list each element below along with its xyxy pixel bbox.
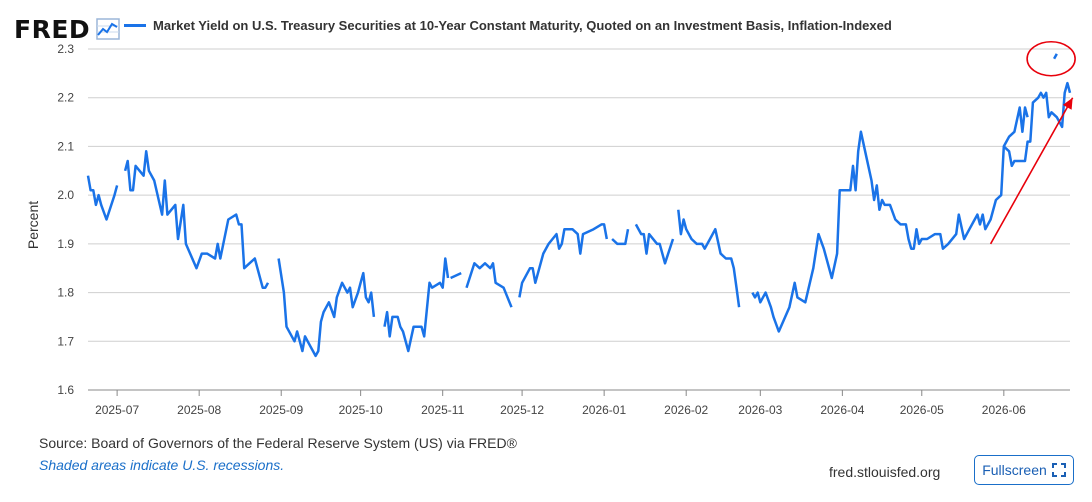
series-line-segment[interactable] xyxy=(86,175,119,221)
x-tick-label: 2026-01 xyxy=(582,403,626,417)
annotations xyxy=(989,40,1076,245)
series-line-segment[interactable] xyxy=(634,223,675,265)
x-axis-ticks: 2025-07 2025-08 2025-09 2025-10 2025-11 2025-… xyxy=(95,390,1026,417)
annotation-arrow xyxy=(989,97,1074,245)
y-tick-label: 1.8 xyxy=(57,286,74,300)
legend-series-label: Market Yield on U.S. Treasury Securities… xyxy=(153,18,892,33)
y-tick-label: 2.2 xyxy=(57,91,74,105)
annotation-arrowhead xyxy=(1062,97,1073,110)
line-chart-icon xyxy=(96,18,120,40)
x-tick-label: 2026-05 xyxy=(900,403,944,417)
x-tick-label: 2026-03 xyxy=(738,403,782,417)
x-tick-label: 2025-09 xyxy=(259,403,303,417)
series-line-segment[interactable] xyxy=(518,223,609,298)
y-axis-ticks: 1.6 1.7 1.8 1.9 2.0 2.1 2.2 2.3 xyxy=(57,42,74,397)
series-line-segment[interactable] xyxy=(383,257,450,353)
series-line-segment[interactable] xyxy=(611,228,630,246)
legend-swatch xyxy=(124,24,146,27)
series-lines xyxy=(86,53,1072,358)
grid-lines xyxy=(88,48,1070,391)
series-line-segment[interactable] xyxy=(1002,81,1072,168)
x-tick-label: 2025-08 xyxy=(177,403,221,417)
fred-logo-area[interactable]: FRED xyxy=(14,14,120,44)
annotation-circle xyxy=(1026,40,1076,77)
x-tick-label: 2025-10 xyxy=(339,403,383,417)
y-axis-label: Percent xyxy=(25,201,41,249)
recession-note[interactable]: Shaded areas indicate U.S. recessions. xyxy=(39,457,285,473)
series-line-segment[interactable] xyxy=(1053,53,1058,60)
y-tick-label: 2.3 xyxy=(57,42,74,56)
series-line-segment[interactable] xyxy=(465,262,513,308)
series-line-segment[interactable] xyxy=(677,209,741,308)
y-tick-label: 1.9 xyxy=(57,237,74,251)
series-line-segment[interactable] xyxy=(450,271,462,280)
series-line-segment[interactable] xyxy=(123,150,270,289)
source-line: Source: Board of Governors of the Federa… xyxy=(39,435,517,451)
fullscreen-button[interactable]: Fullscreen xyxy=(974,455,1074,485)
x-tick-label: 2025-07 xyxy=(95,403,139,417)
series-line-segment[interactable] xyxy=(751,106,1029,333)
chart-legend: Market Yield on U.S. Treasury Securities… xyxy=(124,18,892,33)
y-tick-label: 1.7 xyxy=(57,334,74,348)
expand-icon xyxy=(1051,463,1066,477)
x-tick-label: 2025-12 xyxy=(500,403,544,417)
site-url[interactable]: fred.stlouisfed.org xyxy=(829,464,941,480)
chart-area[interactable]: 1.61.71.81.92.02.12.22.3 2025-07 2025-08 2… xyxy=(0,40,1092,425)
y-tick-label: 1.6 xyxy=(57,383,74,397)
source-text: Source: Board of Governors of the Federa… xyxy=(39,435,517,451)
series-line-segment[interactable] xyxy=(277,258,376,358)
fred-logo[interactable]: FRED xyxy=(14,14,91,44)
x-tick-label: 2026-04 xyxy=(820,403,864,417)
y-tick-label: 2.0 xyxy=(57,188,74,202)
fullscreen-label: Fullscreen xyxy=(982,462,1047,478)
x-tick-label: 2026-06 xyxy=(982,403,1026,417)
x-tick-label: 2025-11 xyxy=(421,403,464,417)
x-tick-label: 2026-02 xyxy=(664,403,708,417)
y-tick-label: 2.1 xyxy=(57,139,74,153)
